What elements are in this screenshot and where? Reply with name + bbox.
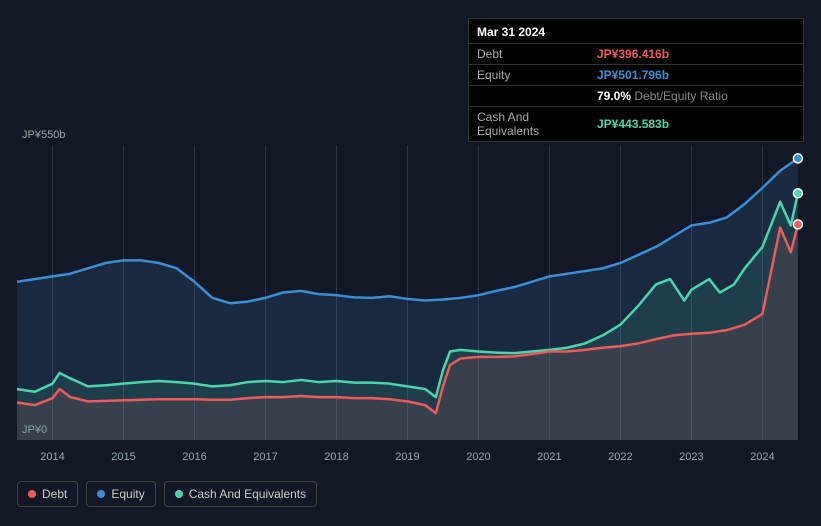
tooltip-row: EquityJP¥501.796b [469,65,803,86]
tooltip-date: Mar 31 2024 [469,19,803,43]
legend-dot-icon [28,490,36,498]
tooltip-row-label: Cash And Equivalents [469,107,589,142]
tooltip-row: DebtJP¥396.416b [469,44,803,65]
tooltip-row-label: Debt [469,44,589,65]
tooltip-row-value: JP¥501.796b [589,65,803,86]
x-axis-label: 2018 [324,451,348,463]
x-axis-label: 2023 [679,451,703,463]
tooltip-row-value: JP¥396.416b [589,44,803,65]
x-axis-label: 2019 [395,451,419,463]
x-axis-label: 2016 [182,451,206,463]
legend-dot-icon [175,490,183,498]
tooltip-row-value: JP¥443.583b [589,107,803,142]
x-axis-label: 2024 [750,451,774,463]
x-axis-label: 2021 [537,451,561,463]
legend-item-cash-and-equivalents[interactable]: Cash And Equivalents [164,481,317,507]
tooltip-row: Cash And EquivalentsJP¥443.583b [469,107,803,142]
legend-item-equity[interactable]: Equity [86,481,155,507]
x-axis-label: 2014 [40,451,64,463]
tooltip-row-value: 79.0% Debt/Equity Ratio [589,86,803,107]
x-axis-label: 2017 [253,451,277,463]
legend-item-debt[interactable]: Debt [17,481,78,507]
x-axis-label: 2015 [111,451,135,463]
x-axis-label: 2022 [608,451,632,463]
legend-label: Cash And Equivalents [189,487,306,501]
legend-label: Debt [42,487,67,501]
chart-legend: Debt Equity Cash And Equivalents [17,481,317,507]
tooltip-row: 79.0% Debt/Equity Ratio [469,86,803,107]
x-axis: 2014 2015 2016 2017 2018 2019 2020 2021 2022 2023… [17,445,805,465]
financial-chart: Mar 31 2024 DebtJP¥396.416bEquityJP¥501.… [0,0,821,526]
legend-label: Equity [111,487,144,501]
tooltip-row-label [469,86,589,107]
x-axis-label: 2020 [466,451,490,463]
tooltip-row-label: Equity [469,65,589,86]
chart-tooltip: Mar 31 2024 DebtJP¥396.416bEquityJP¥501.… [468,18,804,142]
tooltip-table: DebtJP¥396.416bEquityJP¥501.796b79.0% De… [469,43,803,141]
chart-plot-area [17,145,805,440]
legend-dot-icon [97,490,105,498]
y-axis-label: JP¥550b [22,129,65,141]
